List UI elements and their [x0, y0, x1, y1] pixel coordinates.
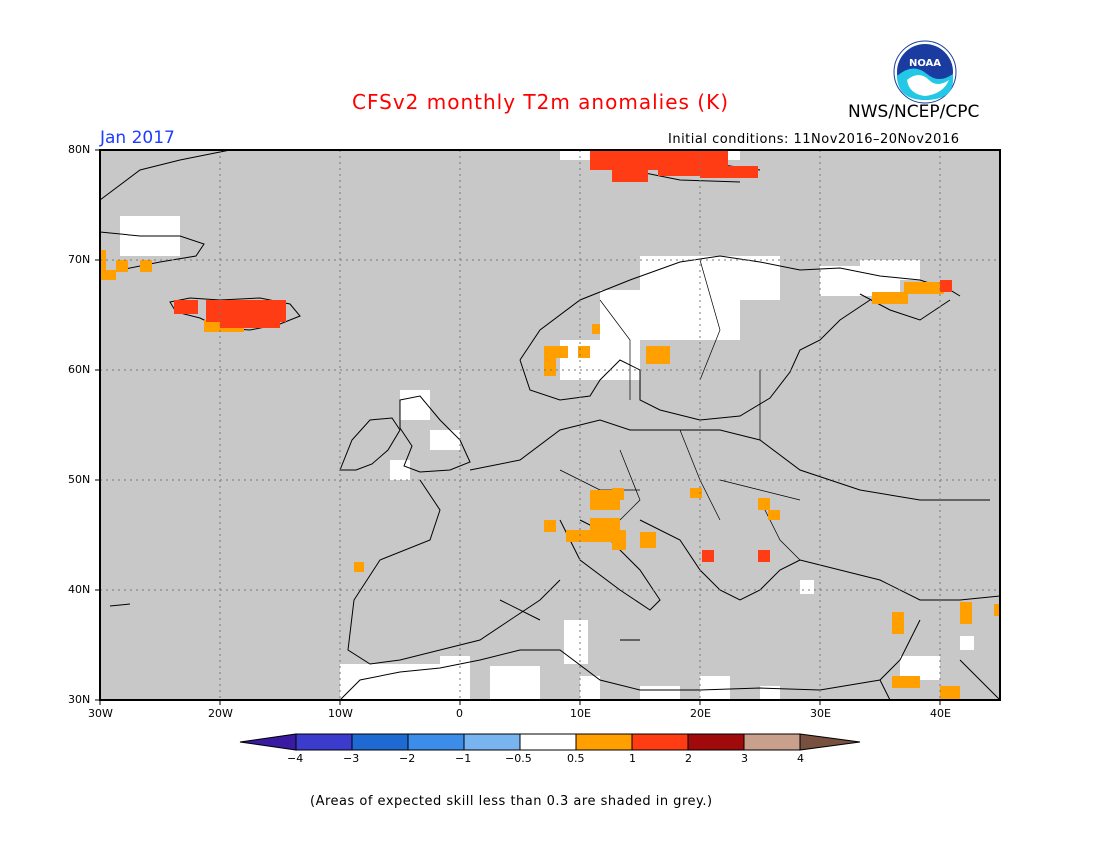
lat-label-30n: 30N: [68, 693, 91, 706]
skill-note: (Areas of expected skill less than 0.3 a…: [310, 794, 713, 809]
skill-grey-background: [100, 150, 1000, 700]
lon-label-0: 0: [456, 707, 463, 720]
lat-label-60n: 60N: [68, 363, 91, 376]
lat-label-50n: 50N: [68, 473, 91, 486]
colorbar-arrow-low: [239, 733, 297, 751]
anomaly-0.5-1: [100, 250, 1000, 700]
lon-label-30w: 30W: [88, 707, 113, 720]
colorbar-arrow-high: [799, 733, 861, 751]
lon-label-20w: 20W: [208, 707, 233, 720]
initial-conditions: Initial conditions: 11Nov2016–20Nov2016: [668, 132, 960, 147]
colorbar-tick: −1: [455, 752, 472, 765]
colorbar-tick: 1: [629, 752, 636, 765]
lon-label-10w: 10W: [328, 707, 353, 720]
valid-month: Jan 2017: [100, 128, 175, 148]
noaa-logo-text: NOAA: [909, 58, 941, 69]
lon-label-30e: 30E: [810, 707, 831, 720]
lon-label-20e: 20E: [690, 707, 711, 720]
colorbar-tick: −2: [399, 752, 416, 765]
colorbar-tick: 0.5: [567, 752, 585, 765]
colorbar-tick: 3: [741, 752, 748, 765]
lat-label-80n: 80N: [68, 143, 91, 156]
lat-label-40n: 40N: [68, 583, 91, 596]
colorbar: [239, 733, 861, 751]
map-gridlines: [100, 150, 1000, 700]
map-frame: [99, 149, 1001, 701]
lon-label-10e: 10E: [570, 707, 591, 720]
colorbar-tick: −4: [287, 752, 304, 765]
agency-label: NWS/NCEP/CPC: [848, 102, 980, 122]
anomaly-1-2: [174, 150, 952, 562]
lon-label-40e: 40E: [930, 707, 951, 720]
map-title: CFSv2 monthly T2m anomalies (K): [352, 90, 729, 114]
noaa-logo: NOAA: [893, 40, 957, 104]
colorbar-tick: 2: [685, 752, 692, 765]
map-ticks: [95, 149, 941, 705]
colorbar-tick: −0.5: [505, 752, 532, 765]
colorbar-tick: 4: [797, 752, 804, 765]
lat-label-70n: 70N: [68, 253, 91, 266]
near-normal-areas: [120, 150, 974, 700]
colorbar-tick: −3: [343, 752, 360, 765]
